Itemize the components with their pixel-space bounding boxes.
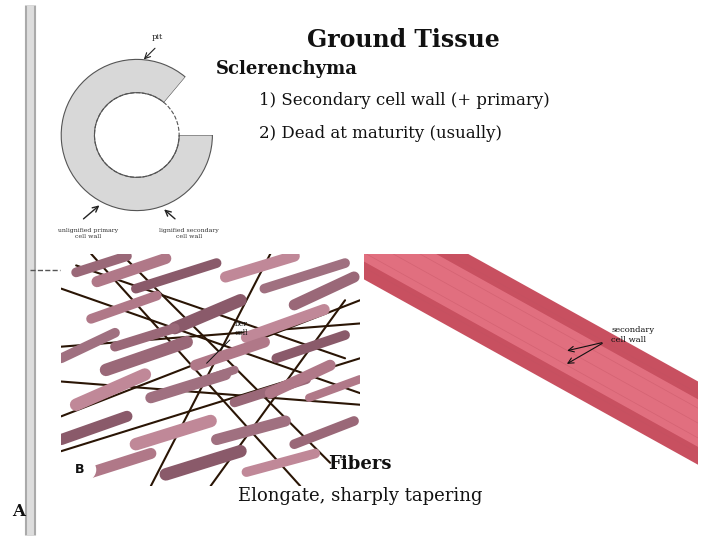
Polygon shape: [313, 205, 720, 465]
Wedge shape: [61, 59, 212, 211]
Text: lignified secondary
cell wall: lignified secondary cell wall: [159, 228, 219, 239]
Text: Ground Tissue: Ground Tissue: [307, 28, 500, 52]
Text: Fibers: Fibers: [328, 455, 392, 473]
Polygon shape: [301, 193, 720, 477]
Wedge shape: [161, 73, 217, 135]
Text: 2) Dead at maturity (usually): 2) Dead at maturity (usually): [259, 125, 503, 142]
Text: secondary
cell wall: secondary cell wall: [611, 327, 654, 343]
Text: Elongate, sharply tapering: Elongate, sharply tapering: [238, 487, 482, 505]
Text: 1) Secondary cell wall (+ primary): 1) Secondary cell wall (+ primary): [259, 92, 550, 109]
Text: B: B: [74, 463, 84, 476]
Text: Sclerenchyma: Sclerenchyma: [216, 60, 358, 78]
Circle shape: [63, 457, 96, 483]
Text: A: A: [12, 503, 25, 520]
Text: ber
cell: ber cell: [207, 320, 248, 363]
Text: pit: pit: [152, 33, 163, 41]
Text: unlignified primary
cell wall: unlignified primary cell wall: [58, 228, 119, 239]
